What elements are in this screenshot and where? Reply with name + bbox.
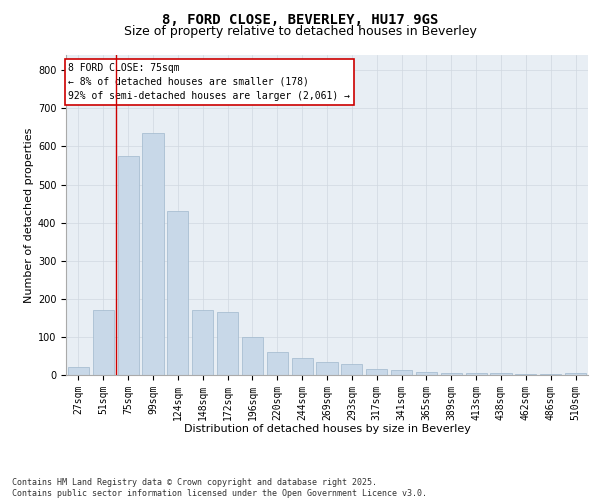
Bar — [466, 373, 487, 375]
Bar — [242, 337, 263, 375]
Bar — [441, 373, 462, 375]
Bar — [540, 374, 561, 375]
Text: Size of property relative to detached houses in Beverley: Size of property relative to detached ho… — [124, 25, 476, 38]
Bar — [68, 368, 89, 375]
Text: 8, FORD CLOSE, BEVERLEY, HU17 9GS: 8, FORD CLOSE, BEVERLEY, HU17 9GS — [162, 12, 438, 26]
Bar — [93, 310, 114, 375]
Bar — [217, 312, 238, 375]
Bar — [565, 373, 586, 375]
Bar — [416, 372, 437, 375]
Bar — [142, 133, 164, 375]
Bar — [490, 373, 512, 375]
Bar — [341, 364, 362, 375]
Text: 8 FORD CLOSE: 75sqm
← 8% of detached houses are smaller (178)
92% of semi-detach: 8 FORD CLOSE: 75sqm ← 8% of detached hou… — [68, 62, 350, 100]
Bar — [391, 370, 412, 375]
Bar — [316, 362, 338, 375]
Bar — [267, 352, 288, 375]
Y-axis label: Number of detached properties: Number of detached properties — [23, 128, 34, 302]
Bar — [515, 374, 536, 375]
Bar — [118, 156, 139, 375]
X-axis label: Distribution of detached houses by size in Beverley: Distribution of detached houses by size … — [184, 424, 470, 434]
Text: Contains HM Land Registry data © Crown copyright and database right 2025.
Contai: Contains HM Land Registry data © Crown c… — [12, 478, 427, 498]
Bar — [167, 211, 188, 375]
Bar — [366, 370, 387, 375]
Bar — [292, 358, 313, 375]
Bar — [192, 310, 213, 375]
